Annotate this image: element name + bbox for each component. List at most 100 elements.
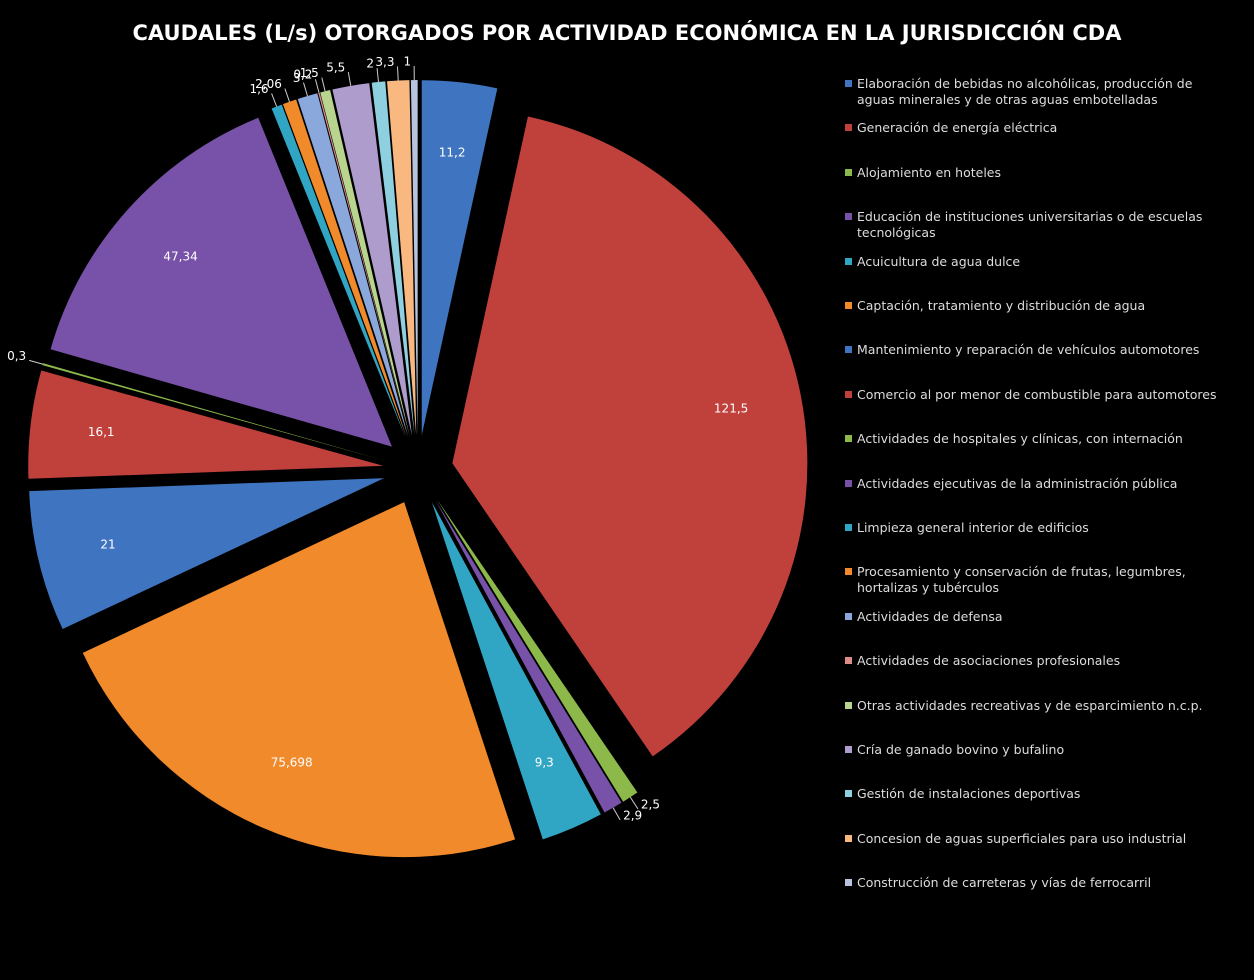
legend-label: Actividades de defensa: [857, 608, 1003, 624]
value-label: 1: [403, 55, 411, 69]
value-label: 0,3: [7, 349, 26, 363]
legend-label: Educación de instituciones universitaria…: [857, 209, 1203, 241]
legend-swatch: [845, 435, 852, 443]
legend-item: Limpieza general interior de edificios: [845, 520, 1225, 536]
legend-swatch: [845, 568, 852, 576]
legend-label: Gestión de instalaciones deportivas: [857, 786, 1081, 802]
legend-item: Mantenimiento y reparación de vehículos …: [845, 342, 1225, 358]
leader-line: [612, 807, 621, 821]
legend-label: Otras actividades recreativas y de espar…: [857, 697, 1203, 713]
legend-label: Procesamiento y conservación de frutas, …: [857, 564, 1186, 596]
value-label: 47,34: [163, 249, 197, 263]
legend-item: Educación de instituciones universitaria…: [845, 209, 1225, 241]
value-label: 1,6: [249, 82, 268, 96]
legend-item: Comercio al por menor de combustible par…: [845, 387, 1225, 403]
pie-slice: [82, 502, 516, 858]
legend-label: Acuicultura de agua dulce: [857, 253, 1021, 269]
legend-item: Actividades de asociaciones profesionale…: [845, 653, 1225, 669]
value-label: 121,5: [714, 401, 748, 415]
value-label: 5,5: [326, 61, 345, 75]
legend-swatch: [845, 701, 852, 709]
legend-label: Concesion de aguas superficiales para us…: [857, 830, 1187, 846]
leader-line: [629, 796, 639, 810]
legend-swatch: [845, 346, 852, 354]
legend-item: Actividades de hospitales y clínicas, co…: [845, 431, 1225, 447]
value-label: 21: [100, 538, 115, 552]
pie-slice: [28, 370, 384, 479]
value-label: 0,2: [293, 68, 312, 82]
value-label: 2,06: [255, 77, 282, 91]
leader-line: [321, 77, 326, 92]
legend-label: Actividades de hospitales y clínicas, co…: [857, 431, 1183, 447]
leader-line: [347, 71, 352, 86]
legend-item: Actividades de defensa: [845, 609, 1225, 625]
pie-slice: [410, 80, 418, 436]
pie-slice: [320, 90, 410, 437]
value-label: 16,1: [88, 425, 115, 439]
legend-label: Cría de ganado bovino y bufalino: [857, 742, 1065, 757]
pie-slice: [297, 93, 409, 437]
legend-swatch: [845, 168, 852, 176]
leader-line: [376, 68, 379, 83]
legend-swatch: [845, 390, 852, 398]
value-label: 75,698: [271, 755, 313, 769]
pie-slice: [452, 116, 808, 757]
value-label: 9,3: [535, 755, 554, 769]
legend-swatch: [845, 612, 852, 620]
legend-item: Concesion de aguas superficiales para us…: [845, 831, 1225, 847]
value-label: 1,5: [300, 66, 319, 80]
legend-item: Elaboración de bebidas no alcohólicas, p…: [845, 76, 1225, 108]
pie-slice: [437, 499, 638, 802]
legend-item: Construcción de carreteras y vías de fer…: [845, 875, 1225, 891]
legend-item: Captación, tratamiento y distribución de…: [845, 298, 1225, 314]
pie-slice: [421, 80, 498, 436]
legend-swatch: [845, 257, 852, 265]
pie-slice: [42, 363, 385, 461]
leader-line: [303, 82, 308, 97]
legend-item: Procesamiento y conservación de frutas, …: [845, 564, 1225, 596]
chart-title: CAUDALES (L/s) OTORGADOS POR ACTIVIDAD E…: [133, 20, 1123, 45]
leader-line: [271, 93, 278, 107]
legend-swatch: [845, 524, 852, 531]
legend-swatch: [845, 746, 852, 753]
value-label: 3: [293, 71, 301, 85]
legend-swatch: [845, 834, 852, 842]
pie-slice: [282, 99, 407, 437]
legend-item: Actividades ejecutivas de la administrac…: [845, 476, 1225, 492]
legend-item: Alojamiento en hoteles: [845, 165, 1225, 181]
legend-label: Construcción de carreteras y vías de fer…: [857, 875, 1152, 891]
legend-item: Generación de energía eléctrica: [845, 120, 1225, 136]
leader-line: [284, 88, 290, 102]
pie-slice: [387, 80, 417, 436]
pie-slice: [271, 104, 406, 438]
legend-label: Captación, tratamiento y distribución de…: [857, 298, 1146, 313]
leader-line: [314, 79, 320, 93]
legend-swatch: [845, 479, 852, 487]
pie-slice: [50, 117, 392, 447]
legend-swatch: [845, 302, 852, 309]
legend-label: Elaboración de bebidas no alcohólicas, p…: [857, 76, 1193, 107]
legend-swatch: [845, 124, 852, 132]
leader-line: [397, 66, 399, 81]
legend-label: Comercio al por menor de combustible par…: [857, 386, 1217, 402]
value-label: 2,5: [641, 797, 660, 811]
legend-label: Actividades ejecutivas de la administrac…: [857, 475, 1178, 491]
value-label: 3,3: [375, 55, 394, 69]
legend-label: Actividades de asociaciones profesionale…: [857, 653, 1121, 669]
pie-slice: [431, 502, 601, 840]
legend-swatch: [845, 213, 852, 221]
legend-swatch: [845, 657, 852, 665]
pie-slice: [318, 92, 410, 437]
leader-line: [29, 359, 43, 365]
value-label: 2,9: [623, 808, 642, 822]
pie-slice: [29, 478, 384, 630]
legend-item: Gestión de instalaciones deportivas: [845, 786, 1225, 802]
value-label: 2: [366, 57, 374, 71]
legend-label: Mantenimiento y reparación de vehículos …: [857, 342, 1200, 358]
value-label: 11,2: [439, 145, 466, 159]
legend-swatch: [845, 790, 852, 798]
legend-item: Cría de ganado bovino y bufalino: [845, 742, 1225, 758]
pie-slice: [371, 81, 415, 436]
